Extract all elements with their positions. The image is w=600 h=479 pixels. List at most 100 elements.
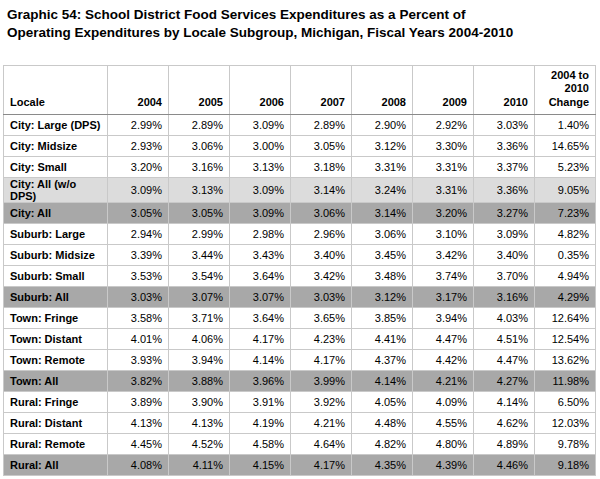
table-row: City: All3.05%3.05%3.09%3.06%3.14%3.20%3… (4, 202, 596, 223)
table-row: City: Midsize2.93%3.06%3.00%3.05%3.12%3.… (4, 135, 596, 156)
row-label: Town: Fringe (4, 307, 108, 328)
row-label: Rural: All (4, 454, 108, 475)
row-label: Town: Remote (4, 349, 108, 370)
value-cell: 3.24% (352, 177, 413, 202)
value-cell: 4.17% (291, 349, 352, 370)
value-cell: 4.80% (413, 433, 474, 454)
value-cell: 3.92% (291, 391, 352, 412)
value-cell: 3.09% (230, 114, 291, 135)
value-cell: 3.30% (413, 135, 474, 156)
value-cell: 7.23% (535, 202, 596, 223)
report-graphic-page: Graphic 54: School District Food Service… (0, 0, 600, 479)
value-cell: 3.65% (291, 307, 352, 328)
value-cell: 3.16% (474, 286, 535, 307)
value-cell: 3.13% (230, 156, 291, 177)
table-row: City: Small3.20%3.16%3.13%3.18%3.31%3.31… (4, 156, 596, 177)
value-cell: 2.93% (108, 135, 169, 156)
value-cell: 3.40% (291, 244, 352, 265)
value-cell: 4.11% (169, 454, 230, 475)
row-label: City: Small (4, 156, 108, 177)
value-cell: 14.65% (535, 135, 596, 156)
value-cell: 4.55% (413, 412, 474, 433)
table-row: Town: Fringe3.58%3.71%3.64%3.65%3.85%3.9… (4, 307, 596, 328)
value-cell: 4.06% (169, 328, 230, 349)
value-cell: 4.94% (535, 265, 596, 286)
value-cell: 3.09% (474, 223, 535, 244)
value-cell: 3.07% (169, 286, 230, 307)
value-cell: 4.58% (230, 433, 291, 454)
value-cell: 3.31% (352, 156, 413, 177)
value-cell: 5.23% (535, 156, 596, 177)
row-label: Rural: Fringe (4, 391, 108, 412)
value-cell: 4.17% (230, 328, 291, 349)
value-cell: 3.12% (352, 286, 413, 307)
value-cell: 4.64% (291, 433, 352, 454)
value-cell: 3.53% (108, 265, 169, 286)
value-cell: 4.51% (474, 328, 535, 349)
value-cell: 3.27% (474, 202, 535, 223)
value-cell: 4.14% (474, 391, 535, 412)
value-cell: 3.91% (230, 391, 291, 412)
value-cell: 4.62% (474, 412, 535, 433)
value-cell: 4.48% (352, 412, 413, 433)
table-row: Town: All3.82%3.88%3.96%3.99%4.14%4.21%4… (4, 370, 596, 391)
table-row: Town: Distant4.01%4.06%4.17%4.23%4.41%4.… (4, 328, 596, 349)
value-cell: 4.01% (108, 328, 169, 349)
value-cell: 1.40% (535, 114, 596, 135)
value-cell: 2.92% (413, 114, 474, 135)
value-cell: 3.40% (474, 244, 535, 265)
value-cell: 3.71% (169, 307, 230, 328)
value-cell: 3.06% (169, 135, 230, 156)
value-cell: 3.89% (108, 391, 169, 412)
value-cell: 2.94% (108, 223, 169, 244)
table-row: City: Large (DPS)2.99%2.89%3.09%2.89%2.9… (4, 114, 596, 135)
value-cell: 3.31% (413, 177, 474, 202)
value-cell: 3.44% (169, 244, 230, 265)
value-cell: 4.46% (474, 454, 535, 475)
value-cell: 3.17% (413, 286, 474, 307)
value-cell: 4.19% (230, 412, 291, 433)
table-row: Suburb: Midsize3.39%3.44%3.43%3.40%3.45%… (4, 244, 596, 265)
row-label: Rural: Distant (4, 412, 108, 433)
value-cell: 4.21% (413, 370, 474, 391)
table-row: Rural: Distant4.13%4.13%4.19%4.21%4.48%4… (4, 412, 596, 433)
value-cell: 3.70% (474, 265, 535, 286)
table-row: Suburb: All3.03%3.07%3.07%3.03%3.12%3.17… (4, 286, 596, 307)
value-cell: 3.94% (413, 307, 474, 328)
value-cell: 3.64% (230, 265, 291, 286)
value-cell: 3.99% (291, 370, 352, 391)
value-cell: 3.14% (291, 177, 352, 202)
value-cell: 3.06% (352, 223, 413, 244)
row-label: City: Midsize (4, 135, 108, 156)
column-header: 2005 (169, 65, 230, 114)
column-header: 2006 (230, 65, 291, 114)
value-cell: 3.20% (413, 202, 474, 223)
value-cell: 4.41% (352, 328, 413, 349)
value-cell: 3.09% (108, 177, 169, 202)
value-cell: 3.03% (108, 286, 169, 307)
value-cell: 3.03% (291, 286, 352, 307)
value-cell: 4.89% (474, 433, 535, 454)
value-cell: 3.09% (230, 202, 291, 223)
table-header-row: Locale20042005200620072008200920102004 t… (4, 65, 596, 114)
value-cell: 4.23% (291, 328, 352, 349)
value-cell: 3.74% (413, 265, 474, 286)
value-cell: 3.16% (169, 156, 230, 177)
column-header: 2008 (352, 65, 413, 114)
table-row: Suburb: Small3.53%3.54%3.64%3.42%3.48%3.… (4, 265, 596, 286)
value-cell: 0.35% (535, 244, 596, 265)
value-cell: 3.00% (230, 135, 291, 156)
table-row: Rural: Fringe3.89%3.90%3.91%3.92%4.05%4.… (4, 391, 596, 412)
table-row: City: All (w/o DPS)3.09%3.13%3.09%3.14%3… (4, 177, 596, 202)
value-cell: 4.82% (535, 223, 596, 244)
value-cell: 4.52% (169, 433, 230, 454)
value-cell: 4.42% (413, 349, 474, 370)
value-cell: 3.37% (474, 156, 535, 177)
value-cell: 3.06% (291, 202, 352, 223)
row-label: Suburb: All (4, 286, 108, 307)
value-cell: 12.64% (535, 307, 596, 328)
value-cell: 3.88% (169, 370, 230, 391)
value-cell: 3.18% (291, 156, 352, 177)
column-header: 2010 (474, 65, 535, 114)
value-cell: 3.07% (230, 286, 291, 307)
